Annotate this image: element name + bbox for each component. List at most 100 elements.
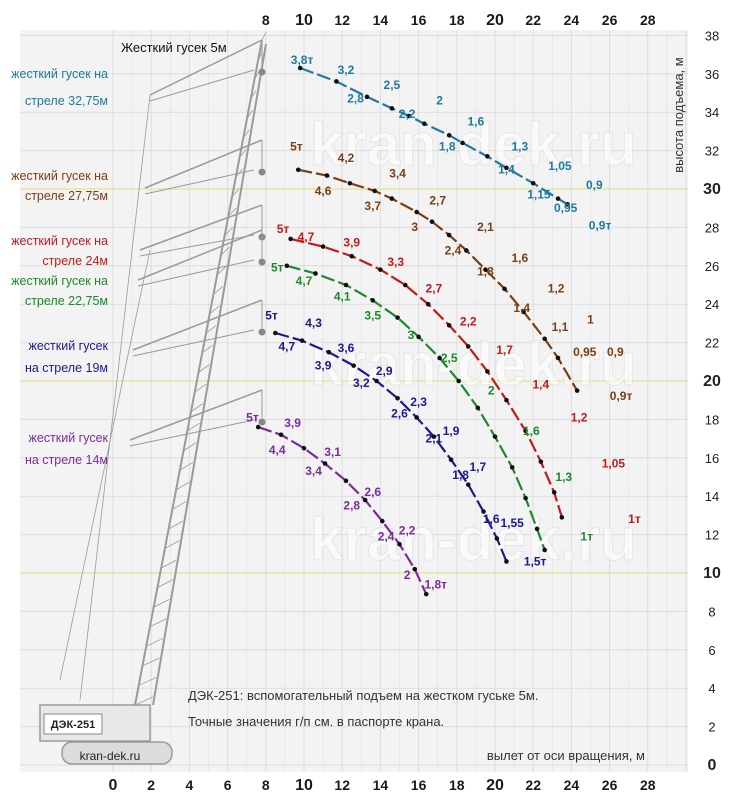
crane-jib — [139, 204, 263, 251]
load-label: 2,3 — [410, 395, 427, 409]
x-tick-label-top: 10 — [295, 12, 313, 29]
load-label: 2,8 — [347, 92, 364, 106]
crane-lattice — [175, 481, 190, 491]
series-name-label: на стреле 14м — [25, 453, 108, 467]
x-tick-label-bottom: 20 — [486, 777, 504, 794]
data-point — [349, 253, 355, 259]
x-tick-label-top: 12 — [334, 12, 350, 28]
data-point — [374, 378, 379, 384]
crane-lattice — [153, 598, 170, 608]
data-point — [273, 330, 278, 336]
load-label: 3 — [408, 328, 415, 342]
plot-background — [20, 30, 688, 772]
crane-cable — [79, 94, 151, 701]
crane-lattice — [231, 188, 240, 197]
data-point — [509, 465, 515, 470]
crane-lattice — [246, 110, 254, 119]
data-point — [555, 355, 561, 361]
crane-lattice — [198, 364, 210, 373]
crane-jib — [137, 229, 263, 281]
series-line — [257, 426, 428, 595]
y-tick-label: 6 — [708, 643, 715, 658]
load-label: 1,4 — [498, 163, 515, 177]
data-point — [406, 113, 412, 119]
x-tick-label-bottom: 14 — [373, 777, 389, 793]
load-label: 1,15 — [527, 188, 551, 202]
load-label: 5т — [290, 140, 303, 154]
load-label: 3 — [411, 220, 418, 234]
x-tick-label-bottom: 22 — [525, 777, 541, 793]
crane-lattice — [164, 540, 180, 549]
data-point — [372, 188, 377, 194]
crane-lattice — [194, 383, 207, 393]
crane-lattice — [190, 403, 204, 412]
data-point — [494, 536, 500, 541]
load-label: 1,6 — [523, 424, 540, 438]
load-label: 0,9 — [586, 178, 603, 192]
chart-subtitle-note: Точные значения г/п см. в паспорте крана… — [188, 714, 444, 729]
data-point — [475, 405, 481, 411]
data-point — [483, 267, 488, 272]
load-label: 2,4 — [378, 529, 395, 543]
load-label: 1,6 — [483, 512, 500, 526]
site-label: kran-dek.ru — [80, 749, 141, 763]
x-tick-label-bottom: 0 — [109, 777, 118, 794]
y-tick-label: 32 — [705, 144, 719, 159]
load-label: 2,6 — [391, 406, 408, 420]
load-label: 5т — [265, 309, 278, 323]
load-label: 4,7 — [278, 339, 295, 353]
load-label: 4,4 — [269, 443, 286, 457]
jib-label: Жесткий гусек 5м — [121, 40, 227, 55]
data-point — [397, 541, 402, 547]
data-point — [364, 94, 370, 100]
crane-jib — [132, 299, 263, 351]
crane-model-label: ДЭК-251 — [51, 719, 95, 731]
series-name-label: жесткий гусек на — [11, 169, 108, 183]
series-line — [290, 237, 563, 518]
data-point — [255, 424, 261, 430]
series-name-label: на стреле 19м — [25, 361, 108, 375]
x-tick-label-bottom: 28 — [640, 777, 656, 793]
data-point — [288, 236, 293, 242]
x-tick-label-top: 18 — [449, 12, 465, 28]
load-label: 0,95 — [573, 345, 597, 359]
load-label: 1,3 — [555, 470, 572, 484]
y-tick-label: 30 — [703, 181, 721, 198]
y-tick-label: 18 — [705, 412, 719, 427]
crane-lattice — [216, 266, 227, 276]
y-tick-label: 22 — [705, 336, 719, 351]
x-tick-label-top: 22 — [525, 12, 541, 28]
crane-jib — [139, 234, 255, 257]
x-tick-label-top: 20 — [486, 12, 504, 29]
crane-boom — [152, 43, 267, 706]
data-point — [465, 344, 471, 349]
series-name-label: стреле 22,75м — [25, 294, 108, 308]
series-name-label: стреле 27,75м — [25, 189, 108, 203]
y-tick-label: 4 — [708, 681, 715, 696]
load-label: 3,2 — [338, 63, 355, 77]
crane-lattice — [160, 559, 177, 569]
data-point — [446, 232, 452, 238]
data-point — [456, 378, 462, 384]
load-label: 1,2 — [548, 282, 565, 296]
series-name-label: жесткий гусек — [28, 431, 108, 445]
load-label: 2,1 — [477, 220, 494, 234]
crane-lattice — [209, 305, 220, 315]
x-tick-label-bottom: 16 — [411, 777, 427, 793]
load-label: 4,6 — [315, 184, 332, 198]
data-point — [284, 263, 290, 269]
load-label: 1,6 — [511, 251, 528, 265]
data-point — [542, 547, 547, 553]
y-tick-label: 26 — [705, 259, 719, 274]
data-point — [481, 509, 486, 514]
crane-lattice — [157, 579, 174, 589]
x-tick-label-bottom: 6 — [224, 777, 232, 793]
x-tick-label-top: 26 — [602, 12, 618, 28]
data-point — [412, 566, 418, 572]
data-point — [414, 209, 419, 215]
crane-jib — [129, 389, 263, 441]
x-tick-label-bottom: 4 — [186, 777, 194, 793]
crane-lattice — [183, 442, 197, 452]
data-point — [446, 132, 452, 138]
data-point — [351, 363, 356, 368]
